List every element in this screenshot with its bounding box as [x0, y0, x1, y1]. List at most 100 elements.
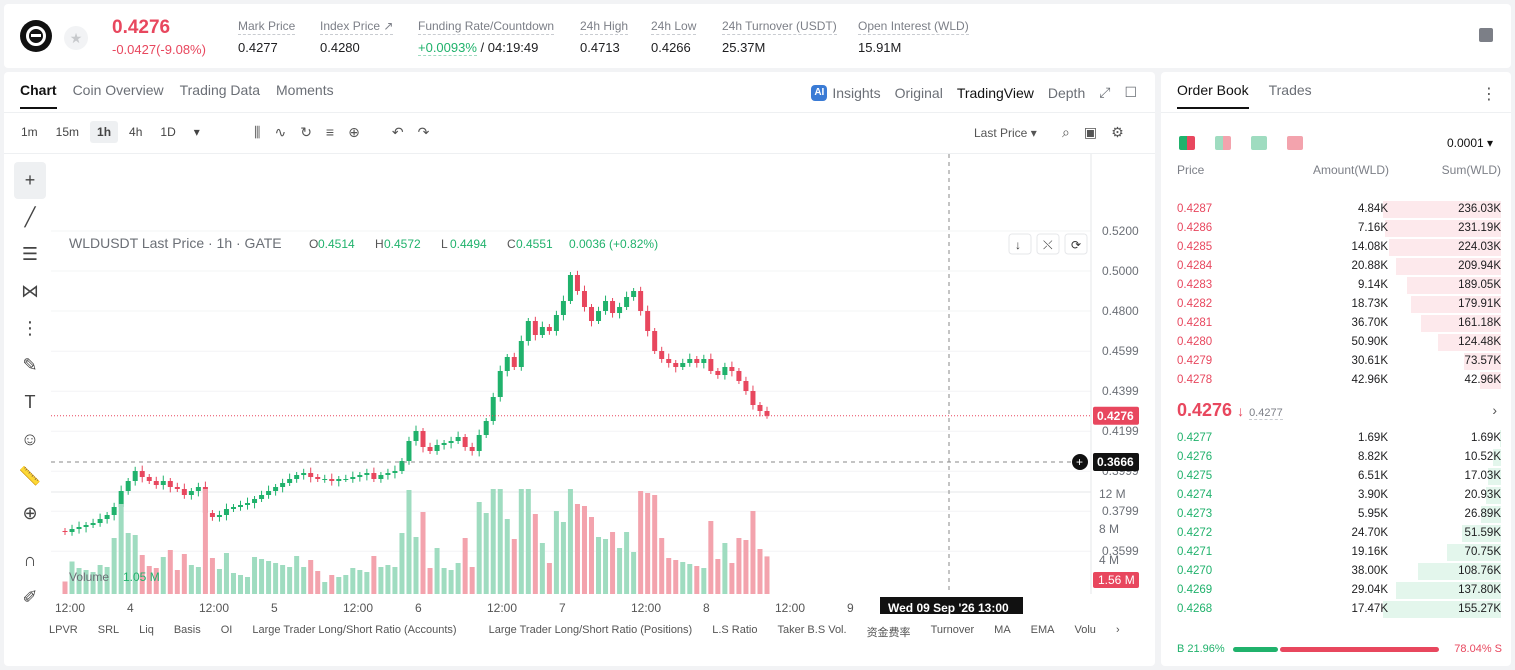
timeframe-4h[interactable]: 4h [129, 125, 143, 139]
trendline-icon[interactable]: ╱ [24, 207, 36, 227]
price-source-select[interactable]: Last Price ▾ [974, 126, 1037, 140]
chart-panel: Chart Coin Overview Trading Data Moments… [4, 72, 1155, 666]
horizontal-lines-icon[interactable]: ☰ [21, 244, 39, 264]
crosshair-icon[interactable]: + [14, 162, 46, 199]
magnet-icon[interactable]: ∩ [23, 550, 37, 570]
redo-icon[interactable]: ↷ [417, 124, 430, 140]
indicator-ema[interactable]: EMA [1030, 624, 1055, 636]
tab-coin-overview[interactable]: Coin Overview [72, 82, 164, 98]
indicator-turnover[interactable]: Turnover [930, 624, 975, 636]
arrow-down-icon[interactable] [1008, 233, 1032, 255]
tab-insights[interactable]: AI Insights [811, 84, 881, 101]
chevron-down-icon[interactable]: ▾ [193, 125, 200, 139]
view-asks-icon[interactable] [1287, 136, 1303, 150]
book-icon[interactable] [1479, 28, 1493, 42]
ask-row[interactable]: 0.4284 20.88K 209.94K [1161, 257, 1511, 276]
bid-amount: 6.51K [1357, 470, 1388, 482]
bid-row[interactable]: 0.4268 17.47K 155.27K [1161, 600, 1511, 619]
bid-row[interactable]: 0.4277 1.69K 1.69K [1161, 429, 1511, 448]
ask-row[interactable]: 0.4282 18.73K 179.91K [1161, 295, 1511, 314]
add-alert-icon[interactable]: ⊕ [348, 124, 360, 140]
ask-row[interactable]: 0.4280 50.90K 124.48K [1161, 333, 1511, 352]
col-sum: Sum(WLD) [1441, 163, 1501, 177]
indicator-lpvr[interactable]: LPVR [49, 624, 78, 636]
ask-row[interactable]: 0.4279 30.61K 73.57K [1161, 352, 1511, 371]
indicator-oi[interactable]: OI [220, 624, 233, 636]
ask-price: 0.4282 [1177, 298, 1213, 310]
bid-row[interactable]: 0.4274 3.90K 20.93K [1161, 486, 1511, 505]
gear-icon[interactable]: ⚙ [1111, 124, 1124, 140]
bid-row[interactable]: 0.4271 19.16K 70.75K [1161, 543, 1511, 562]
price-chart[interactable]: 0.52000.50000.48000.45990.43990.41990.39… [51, 154, 1151, 614]
pattern-icon[interactable]: ⋈ [21, 281, 39, 301]
candle-body [259, 495, 265, 499]
zoom-icon[interactable]: ⊕ [22, 503, 38, 523]
tab-order-book[interactable]: Order Book [1177, 82, 1249, 109]
ask-row[interactable]: 0.4281 36.70K 161.18K [1161, 314, 1511, 333]
view-split-icon[interactable] [1215, 136, 1231, 150]
indicator-liq[interactable]: Liq [139, 624, 154, 636]
ask-row[interactable]: 0.4283 9.14K 189.05K [1161, 276, 1511, 295]
expand-icon[interactable]: ⤢ [1099, 84, 1111, 100]
indicator-ls-ratio[interactable]: L.S Ratio [712, 624, 758, 636]
stat-index-price[interactable]: Index Price ↗ 0.4280 [320, 19, 394, 55]
indicators-icon[interactable]: ∿ [274, 124, 287, 140]
bid-row[interactable]: 0.4272 24.70K 51.59K [1161, 524, 1511, 543]
chevron-right-icon[interactable]: › [1115, 624, 1120, 636]
indicator-taker-vol[interactable]: Taker B.S Vol. [777, 624, 847, 636]
undo-icon[interactable]: ↶ [391, 124, 404, 140]
tab-depth[interactable]: Depth [1047, 84, 1086, 101]
text-icon[interactable]: T [24, 392, 36, 412]
bid-row[interactable]: 0.4273 5.95K 26.89K [1161, 505, 1511, 524]
indicator-funding-rate[interactable]: 资金费率 [866, 627, 911, 639]
tab-tradingview[interactable]: TradingView [956, 84, 1034, 101]
bid-row[interactable]: 0.4276 8.82K 10.52K [1161, 448, 1511, 467]
bid-row[interactable]: 0.4270 38.00K 108.76K [1161, 562, 1511, 581]
search-icon[interactable]: ⌕ [1062, 124, 1070, 140]
templates-icon[interactable]: ≡ [325, 124, 335, 140]
indicator-ls-accounts[interactable]: Large Trader Long/Short Ratio (Accounts) [252, 624, 457, 636]
timeframe-1d[interactable]: 1D [160, 125, 176, 139]
precision-select[interactable]: 0.0001 ▾ [1447, 136, 1494, 150]
indicator-volume[interactable]: Volu [1074, 624, 1096, 636]
collapse-icon[interactable] [1036, 233, 1060, 255]
replay-icon[interactable]: ↻ [300, 124, 312, 140]
bid-row[interactable]: 0.4269 29.04K 137.80K [1161, 581, 1511, 600]
indicator-ma[interactable]: MA [994, 624, 1011, 636]
emoji-icon[interactable]: ☺ [20, 429, 40, 449]
ask-row[interactable]: 0.4286 7.16K 231.19K [1161, 219, 1511, 238]
ask-row[interactable]: 0.4278 42.96K 42.96K [1161, 371, 1511, 390]
brush-icon[interactable]: ✎ [22, 355, 38, 375]
add-level-icon[interactable] [1072, 454, 1088, 470]
tab-original[interactable]: Original [894, 84, 943, 101]
ruler-icon[interactable]: 📏 [18, 466, 42, 486]
fib-icon[interactable]: ⋮ [21, 318, 39, 338]
ask-row[interactable]: 0.4285 14.08K 224.03K [1161, 238, 1511, 257]
tab-moments[interactable]: Moments [276, 82, 334, 98]
tab-chart[interactable]: Chart [20, 82, 57, 109]
candle-body [364, 473, 370, 475]
view-bids-icon[interactable] [1251, 136, 1267, 150]
more-icon[interactable]: ⋮ [1481, 86, 1497, 103]
indicator-ls-positions[interactable]: Large Trader Long/Short Ratio (Positions… [488, 624, 693, 636]
indicator-basis[interactable]: Basis [173, 624, 201, 636]
tab-trades[interactable]: Trades [1268, 82, 1312, 98]
chevron-right-icon[interactable]: › [1492, 402, 1497, 418]
volume-bar [546, 563, 552, 594]
timeframe-1m[interactable]: 1m [21, 125, 38, 139]
ask-row[interactable]: 0.4287 4.84K 236.03K [1161, 200, 1511, 219]
tab-trading-data[interactable]: Trading Data [179, 82, 261, 98]
volume-bar [420, 512, 426, 594]
ask-amount: 9.14K [1357, 279, 1388, 291]
refresh-icon[interactable] [1064, 233, 1088, 255]
pencil-lock-icon[interactable]: ✐ [22, 587, 38, 607]
timeframe-15m[interactable]: 15m [55, 125, 80, 139]
indicator-srl[interactable]: SRL [97, 624, 120, 636]
view-both-icon[interactable] [1179, 136, 1195, 150]
timeframe-1h[interactable]: 1h [90, 121, 119, 143]
bid-row[interactable]: 0.4275 6.51K 17.03K [1161, 467, 1511, 486]
camera-icon[interactable]: ▣ [1083, 124, 1098, 140]
candle-type-icon[interactable]: ⫼ [254, 124, 261, 140]
favorite-star-icon[interactable]: ★ [64, 26, 88, 50]
window-icon[interactable]: ☐ [1124, 84, 1137, 100]
